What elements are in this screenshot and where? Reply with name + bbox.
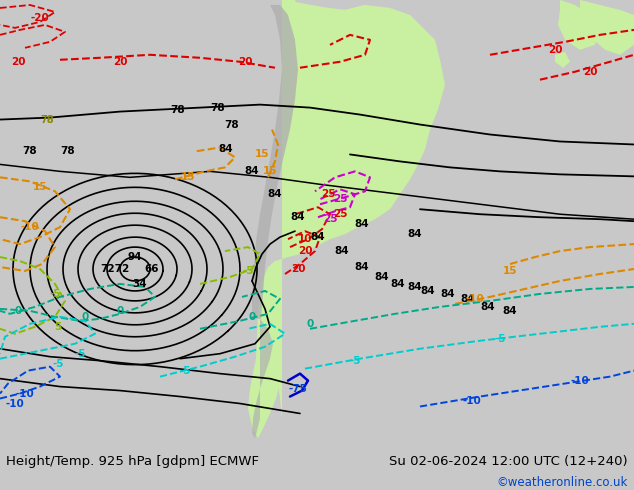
Text: -5: -5 <box>349 356 361 366</box>
Text: 84: 84 <box>245 167 259 176</box>
Text: 78: 78 <box>210 102 225 113</box>
Text: 84: 84 <box>408 229 422 239</box>
Text: -10: -10 <box>21 222 39 232</box>
Text: 20: 20 <box>113 57 127 67</box>
Text: -10: -10 <box>571 376 590 386</box>
Text: 25: 25 <box>323 214 337 224</box>
Text: -5: -5 <box>74 349 86 359</box>
Text: 84: 84 <box>441 289 455 299</box>
Text: 34: 34 <box>133 279 147 289</box>
Text: 78: 78 <box>23 147 37 156</box>
Text: 84: 84 <box>481 302 495 312</box>
Polygon shape <box>258 0 445 418</box>
Text: 84: 84 <box>391 279 405 289</box>
Text: 84: 84 <box>335 246 349 256</box>
Polygon shape <box>282 0 375 65</box>
Text: 20: 20 <box>11 57 25 67</box>
Text: Height/Temp. 925 hPa [gdpm] ECMWF: Height/Temp. 925 hPa [gdpm] ECMWF <box>6 455 259 468</box>
Text: 84: 84 <box>311 232 325 242</box>
Text: 15: 15 <box>33 182 48 192</box>
Text: 84: 84 <box>461 294 476 304</box>
Text: Su 02-06-2024 12:00 UTC (12+240): Su 02-06-2024 12:00 UTC (12+240) <box>389 455 628 468</box>
Text: 25: 25 <box>333 209 347 219</box>
Text: 15: 15 <box>503 266 517 276</box>
Text: 5: 5 <box>55 322 61 332</box>
Polygon shape <box>558 0 600 50</box>
Text: -5: -5 <box>242 266 254 276</box>
Text: 15: 15 <box>181 172 195 182</box>
Text: 0: 0 <box>306 319 314 329</box>
Text: -10: -10 <box>6 398 24 409</box>
Polygon shape <box>355 50 420 120</box>
Text: -20: -20 <box>30 13 49 23</box>
Text: 15: 15 <box>262 167 277 176</box>
Text: 20: 20 <box>298 246 313 256</box>
Text: -10: -10 <box>465 294 484 304</box>
Text: 84: 84 <box>375 272 389 282</box>
Text: 84: 84 <box>354 262 370 272</box>
Text: 10: 10 <box>298 234 313 244</box>
Polygon shape <box>252 5 298 319</box>
Text: -10: -10 <box>16 389 34 398</box>
Polygon shape <box>248 314 280 439</box>
Text: ©weatheronline.co.uk: ©weatheronline.co.uk <box>496 476 628 489</box>
Text: 84: 84 <box>503 306 517 316</box>
Text: -5: -5 <box>179 366 191 376</box>
Text: -5: -5 <box>52 359 64 368</box>
Text: 25: 25 <box>321 189 335 199</box>
Text: 84: 84 <box>354 219 370 229</box>
Text: 78: 78 <box>171 104 185 115</box>
Text: 84: 84 <box>219 145 233 154</box>
Text: 84: 84 <box>408 282 422 292</box>
Polygon shape <box>580 0 634 55</box>
Text: -5: -5 <box>49 289 61 299</box>
Polygon shape <box>252 319 273 439</box>
Text: 84: 84 <box>290 212 306 222</box>
Text: 0: 0 <box>15 306 22 316</box>
Text: 0: 0 <box>117 306 124 316</box>
Text: 84: 84 <box>421 286 436 296</box>
Text: 0: 0 <box>81 312 89 322</box>
Text: 20: 20 <box>583 67 597 77</box>
Text: 7272: 7272 <box>100 264 129 274</box>
Polygon shape <box>555 52 570 68</box>
Text: 84: 84 <box>268 189 282 199</box>
Text: 20: 20 <box>291 264 305 274</box>
Text: 20: 20 <box>548 45 562 55</box>
Text: -10: -10 <box>463 395 481 406</box>
Text: 0: 0 <box>249 312 256 322</box>
Text: 78: 78 <box>40 115 54 124</box>
Text: 78: 78 <box>224 120 239 129</box>
Text: 20: 20 <box>238 57 252 67</box>
Text: 78: 78 <box>61 147 75 156</box>
Text: 94: 94 <box>127 252 142 262</box>
Text: 66: 66 <box>145 264 159 274</box>
Text: 15: 15 <box>255 149 269 159</box>
Polygon shape <box>282 0 300 20</box>
Text: 25: 25 <box>333 194 347 204</box>
Text: -5: -5 <box>495 334 506 344</box>
Text: -75: -75 <box>288 384 307 393</box>
